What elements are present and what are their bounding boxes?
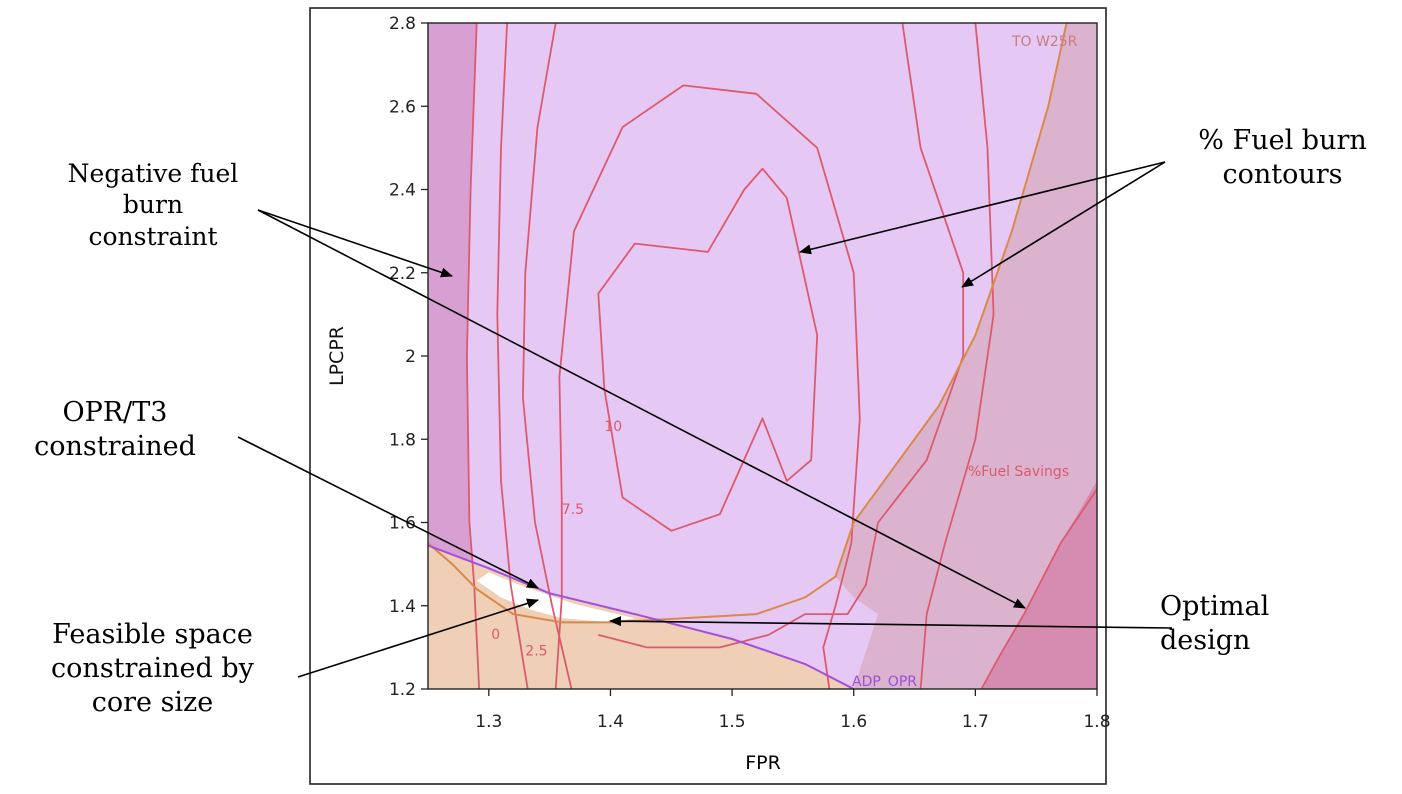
contour-line-2 xyxy=(522,23,573,689)
contour-line-4 xyxy=(597,167,819,532)
contour-level-label: 10 xyxy=(604,419,622,435)
annotation-optimal-design: Optimal design xyxy=(1160,591,1270,656)
contour-level-label: 7.5 xyxy=(562,502,584,518)
x-tick-label: 1.7 xyxy=(962,712,989,732)
annotation-arrow xyxy=(609,616,1173,629)
fuel-savings-constraint-region xyxy=(835,23,1097,689)
to-w25r-constraint-line xyxy=(428,23,1068,624)
y-tick-label: 2 xyxy=(405,347,416,367)
x-axis-label: FPR xyxy=(745,752,781,774)
fuel-savings-label: %Fuel Savings xyxy=(968,464,1069,480)
contour-line-7 xyxy=(980,488,1097,689)
plot-area: 0 2.5 7.5 10 TO W25R %Fuel Savings ADP_OPR xyxy=(428,23,1097,690)
contour-line-6 xyxy=(919,23,995,689)
to-w25r-label: TO W25R xyxy=(1011,34,1078,50)
contour-line-1 xyxy=(496,23,529,689)
y-tick-label: 2.6 xyxy=(389,97,416,117)
y-tick-label: 1.4 xyxy=(389,597,416,617)
x-tick-label: 1.4 xyxy=(597,712,624,732)
core-size-constraint-region xyxy=(428,545,854,689)
annotation-negative-fuel-burn: Negative fuel burn constraint xyxy=(67,159,239,251)
negative-fuel-burn-region xyxy=(428,23,480,689)
adp-opr-label: ADP_OPR xyxy=(852,674,917,690)
annotation-arrow xyxy=(297,598,539,678)
contour-level-label: 2.5 xyxy=(525,644,547,660)
feasible-space-region xyxy=(476,572,635,623)
contour-level-label: 0 xyxy=(491,627,500,643)
y-tick-label: 1.2 xyxy=(389,680,416,700)
annotation-feasible-space: Feasible space constrained by core size xyxy=(51,619,254,718)
annotation-fuel-burn-contours: % Fuel burn contours xyxy=(1198,125,1367,190)
axes: 1.3 1.4 1.5 1.6 1.7 1.8 1.2 1.4 1.6 1.8 2 2.2 2.4 2.6… xyxy=(326,14,1111,732)
annotation-arrow xyxy=(257,209,453,278)
y-tick-label: 1.6 xyxy=(389,514,416,534)
contour-line-3 xyxy=(554,84,861,689)
adp-opr-constraint-line xyxy=(428,544,855,689)
annotation-arrow xyxy=(799,161,1166,255)
x-tick-label: 1.8 xyxy=(1083,712,1110,732)
annotation-arrow xyxy=(237,436,539,589)
x-tick-label: 1.3 xyxy=(475,712,502,732)
contour-line-5 xyxy=(598,23,965,649)
annotation-arrows xyxy=(237,161,1173,678)
annotation-arrow xyxy=(257,209,1026,609)
y-tick-label: 2.8 xyxy=(389,14,416,34)
y-axis-label: LPCPR xyxy=(326,326,348,386)
y-tick-label: 2.2 xyxy=(389,264,416,284)
annotation-arrow xyxy=(961,161,1166,288)
contour-line-0 xyxy=(465,23,480,689)
y-tick-label: 2.4 xyxy=(389,181,416,201)
x-tick-label: 1.5 xyxy=(719,712,746,732)
y-tick-label: 1.8 xyxy=(389,430,416,450)
annotation-opr-t3: OPR/T3 constrained xyxy=(34,397,196,462)
x-tick-label: 1.6 xyxy=(840,712,867,732)
